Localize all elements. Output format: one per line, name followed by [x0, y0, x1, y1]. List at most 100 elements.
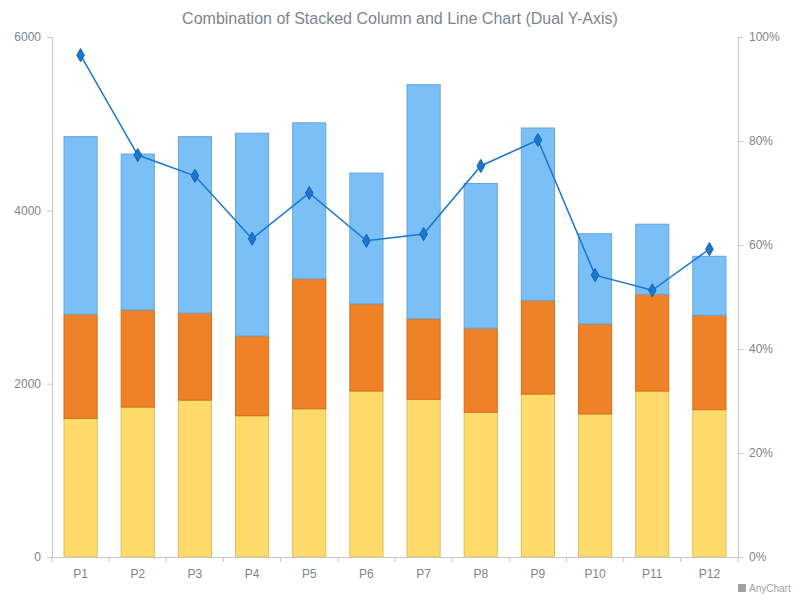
bar-series [64, 391, 726, 557]
category-divider [738, 557, 739, 562]
bar [293, 279, 326, 409]
bar [121, 310, 154, 407]
tick-label: 0 [34, 550, 41, 564]
tick-mark [738, 245, 743, 246]
chart-title: Combination of Stacked Column and Line C… [182, 10, 618, 27]
category-divider [52, 557, 53, 562]
bar [464, 412, 497, 557]
tick: 40% [738, 342, 773, 356]
bar [121, 154, 154, 310]
tick: 6000 [14, 30, 52, 44]
tick-label: P2 [130, 567, 145, 581]
tick: P10 [584, 557, 606, 581]
tick-label: P6 [359, 567, 374, 581]
tick-label: 2000 [14, 377, 41, 391]
bar [64, 137, 97, 315]
tick-label: P5 [302, 567, 317, 581]
marker [363, 234, 371, 247]
bar [236, 133, 269, 336]
tick: P7 [416, 557, 431, 581]
tick-mark [738, 349, 743, 350]
category-divider [680, 557, 681, 562]
tick-mark [47, 210, 52, 211]
tick: P6 [359, 557, 374, 581]
marker [134, 148, 142, 161]
marker [477, 159, 485, 172]
tick-label: 4000 [14, 204, 41, 218]
marker [706, 243, 714, 256]
marker [191, 169, 199, 182]
bar [236, 416, 269, 557]
bar [178, 400, 211, 557]
category-divider [280, 557, 281, 562]
marker [591, 269, 599, 282]
tick-label: P8 [473, 567, 488, 581]
tick: P3 [188, 557, 203, 581]
tick: P2 [130, 557, 145, 581]
bar [579, 414, 612, 557]
tick-mark [738, 557, 743, 558]
bar [64, 418, 97, 557]
tick-label: 100% [749, 30, 780, 44]
chart: Combination of Stacked Column and Line C… [0, 0, 800, 600]
bar [464, 183, 497, 328]
bar [178, 313, 211, 400]
bar [350, 304, 383, 391]
tick: 20% [738, 446, 773, 460]
marker [248, 232, 256, 245]
bar [521, 128, 554, 300]
tick-mark [738, 37, 743, 38]
credit-icon [738, 584, 746, 592]
axis-line [47, 38, 53, 558]
y2-axis: 0% 20% 40% 60% 80% 100% [738, 30, 780, 564]
bar [350, 391, 383, 557]
category-divider [566, 557, 567, 562]
tick: 2000 [14, 377, 52, 391]
tick-label: P12 [699, 567, 721, 581]
bar [293, 409, 326, 557]
tick-label: P11 [642, 567, 663, 581]
marker [534, 133, 542, 146]
category-divider [623, 557, 624, 562]
bar [407, 399, 440, 557]
tick-mark [738, 141, 743, 142]
tick: 0% [738, 550, 767, 564]
marker [648, 284, 656, 297]
bar [636, 391, 669, 557]
tick-label: P9 [531, 567, 546, 581]
line [81, 55, 710, 290]
category-divider [223, 557, 224, 562]
bar [464, 328, 497, 412]
bar [121, 407, 154, 557]
bar [293, 123, 326, 279]
axis-line [739, 38, 744, 558]
bar-series [64, 85, 726, 336]
tick: P12 [699, 557, 721, 581]
tick-label: 6000 [14, 30, 41, 44]
credit-text: AnyChart [749, 583, 791, 594]
tick: 60% [738, 238, 773, 252]
tick-mark [47, 37, 52, 38]
marker [420, 228, 428, 241]
tick-mark [47, 557, 52, 558]
plot-area [64, 49, 726, 557]
tick: P5 [302, 557, 317, 581]
tick: P4 [245, 557, 260, 581]
line-markers [77, 49, 713, 297]
tick-label: P3 [188, 567, 203, 581]
tick: 100% [738, 30, 780, 44]
category-divider [395, 557, 396, 562]
tick-label: 20% [749, 446, 773, 460]
bar [636, 294, 669, 391]
bar [521, 300, 554, 394]
y-axis: 0 2000 4000 6000 [14, 30, 52, 564]
marker [305, 186, 313, 199]
tick-label: 80% [749, 134, 773, 148]
category-divider [337, 557, 338, 562]
tick: P1 [73, 557, 88, 581]
tick-label: P7 [416, 567, 431, 581]
tick-label: 0% [749, 550, 767, 564]
bar [64, 314, 97, 418]
category-divider [109, 557, 110, 562]
credit[interactable]: AnyChart [738, 583, 791, 594]
